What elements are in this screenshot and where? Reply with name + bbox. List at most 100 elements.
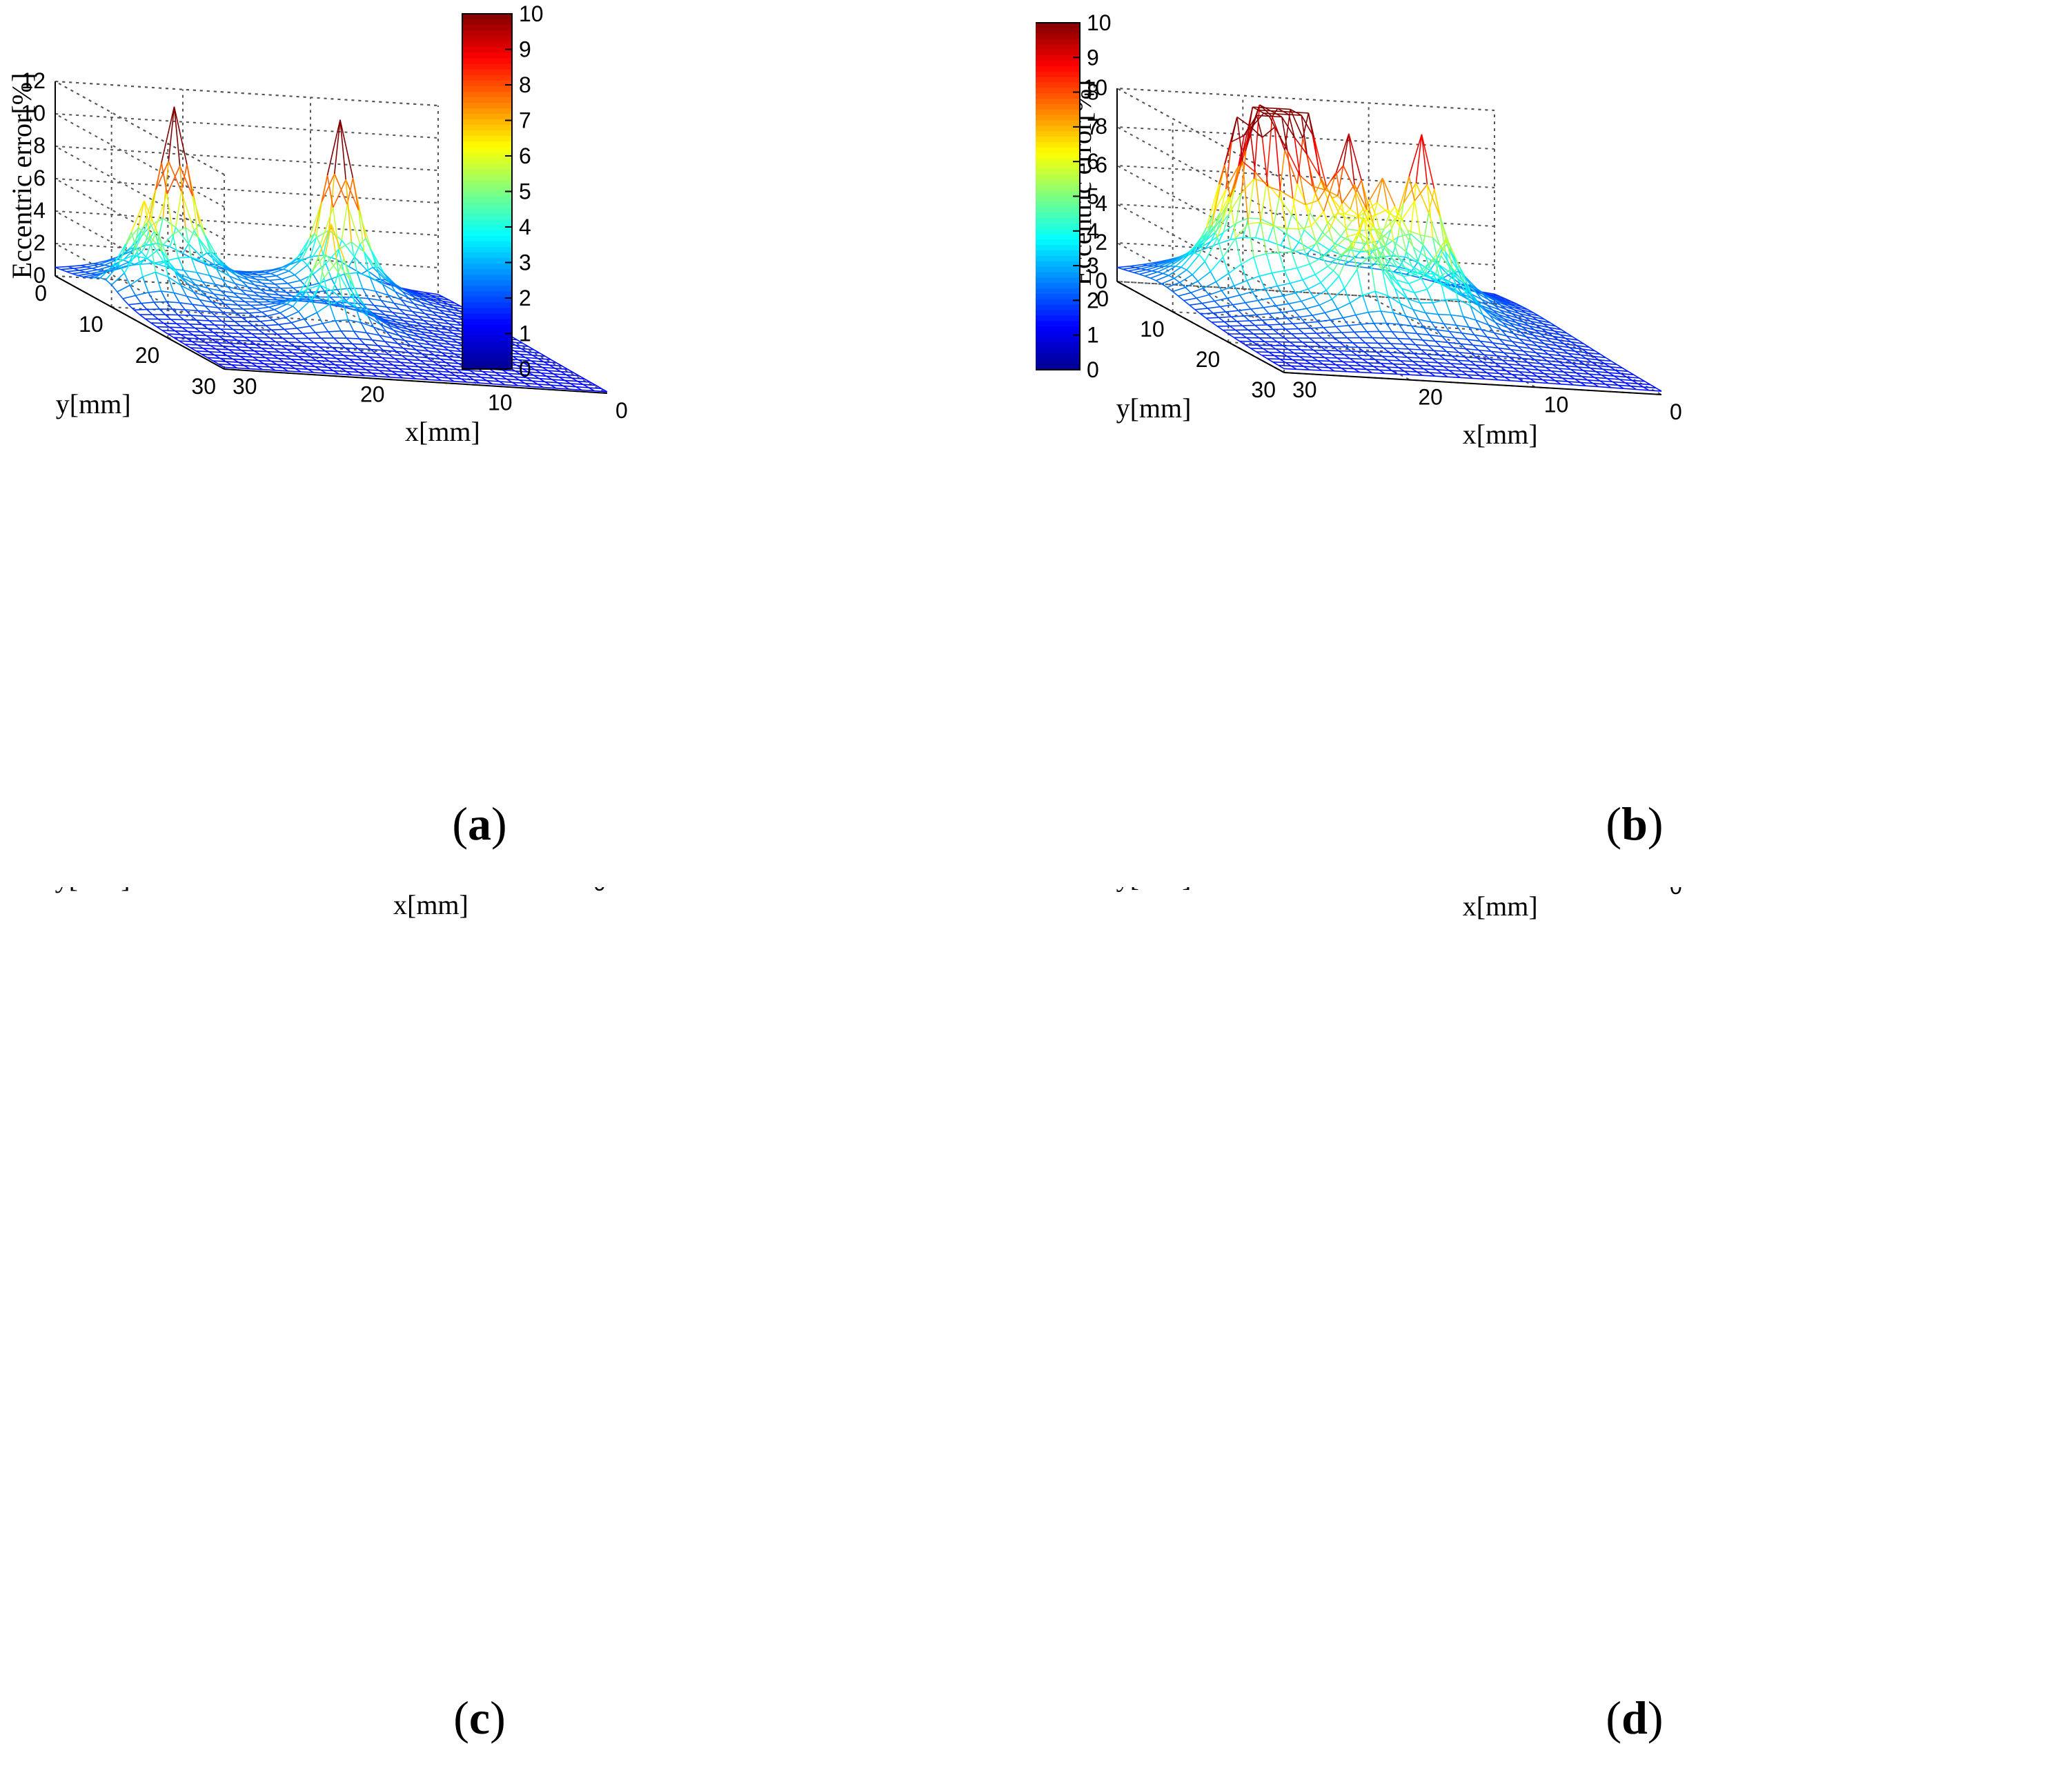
mesh-segment	[341, 239, 355, 258]
mesh-segment	[1262, 319, 1275, 321]
mesh-segment	[351, 241, 358, 273]
mesh-segment	[1434, 375, 1448, 378]
mesh-segment	[1504, 344, 1512, 350]
mesh-segment	[1527, 361, 1541, 364]
mesh-segment	[224, 304, 238, 306]
mesh-segment	[1514, 326, 1528, 332]
mesh-segment	[342, 299, 349, 321]
mesh-segment	[1397, 268, 1411, 273]
mesh-segment	[422, 346, 429, 352]
mesh-segment	[1595, 370, 1609, 373]
mesh-segment	[270, 301, 277, 304]
mesh-segment	[299, 280, 307, 287]
mesh-segment	[1286, 355, 1293, 361]
mesh-segment	[388, 295, 395, 304]
mesh-segment	[1439, 277, 1446, 300]
mesh-segment	[1430, 334, 1443, 337]
mesh-segment	[141, 301, 155, 304]
mesh-segment	[145, 318, 152, 324]
mesh-segment	[1562, 377, 1575, 380]
mesh-segment	[1249, 126, 1263, 138]
mesh-segment	[1243, 126, 1250, 136]
mesh-segment	[386, 306, 393, 313]
mesh-segment	[66, 270, 79, 272]
mesh-segment	[315, 301, 322, 304]
mesh-segment	[216, 268, 223, 280]
mesh-segment	[1480, 304, 1493, 311]
mesh-segment	[1283, 270, 1291, 284]
mesh-segment	[117, 291, 124, 299]
mesh-segment	[1523, 350, 1537, 354]
mesh-segment	[564, 379, 578, 382]
mesh-segment	[303, 359, 310, 364]
mesh-segment	[407, 328, 421, 333]
mesh-segment	[1354, 257, 1368, 259]
mesh-segment	[1306, 154, 1314, 187]
x-tick-label: 0	[1670, 399, 1682, 424]
mesh-segment	[1477, 357, 1483, 363]
mesh-segment	[1276, 113, 1290, 115]
mesh-segment	[1524, 317, 1531, 322]
mesh-segment	[241, 317, 248, 322]
mesh-segment	[1512, 341, 1526, 345]
mesh-segment	[398, 368, 412, 370]
mesh-segment	[1430, 365, 1437, 370]
mesh-segment	[1229, 325, 1236, 331]
mesh-segment	[1303, 366, 1316, 368]
surface-plot-c: 0246801020300102030y[mm]x[mm]Eccentric e…	[55, 887, 606, 920]
mesh-segment	[1344, 213, 1358, 218]
mesh-segment	[203, 348, 217, 350]
mesh-segment	[1290, 109, 1304, 139]
mesh-segment	[1265, 116, 1273, 184]
mesh-segment	[1261, 126, 1276, 138]
mesh-segment	[260, 288, 274, 292]
mesh-segment	[200, 290, 214, 295]
mesh-segment	[228, 317, 235, 322]
mesh-segment	[195, 350, 202, 355]
mesh-segment	[1570, 368, 1583, 371]
mesh-segment	[1175, 266, 1182, 268]
mesh-segment	[1345, 346, 1352, 352]
mesh-segment	[1139, 270, 1152, 275]
mesh-segment	[1520, 331, 1527, 337]
mesh-segment	[391, 370, 398, 375]
mesh-segment	[1487, 293, 1494, 297]
mesh-segment	[404, 313, 411, 319]
mesh-segment	[330, 224, 345, 259]
mesh-segment	[529, 366, 542, 368]
colorbar-band	[1036, 152, 1080, 159]
mesh-segment	[1510, 318, 1524, 323]
mesh-segment	[1499, 339, 1506, 346]
mesh-segment	[128, 302, 141, 306]
mesh-segment	[1385, 257, 1399, 269]
mesh-segment	[1526, 336, 1539, 340]
mesh-segment	[1263, 112, 1270, 117]
mesh-segment	[435, 327, 448, 330]
mesh-segment	[435, 301, 442, 306]
mesh-segment	[250, 362, 257, 367]
mesh-segment	[1243, 315, 1250, 321]
mesh-segment	[1580, 354, 1587, 359]
mesh-segment	[1383, 347, 1397, 349]
mesh-segment	[1142, 264, 1148, 266]
mesh-segment	[1593, 355, 1606, 359]
mesh-segment	[383, 319, 390, 323]
mesh-segment	[1172, 290, 1179, 297]
mesh-segment	[1313, 290, 1327, 298]
mesh-segment	[201, 324, 215, 326]
x-axis-line	[1283, 372, 1662, 395]
mesh-segment	[1358, 235, 1372, 250]
mesh-segment	[1291, 248, 1305, 252]
mesh-segment	[1470, 305, 1483, 316]
mesh-segment	[336, 357, 343, 363]
mesh-segment	[1506, 370, 1512, 375]
mesh-segment	[196, 272, 203, 282]
mesh-segment	[219, 357, 226, 362]
mesh-segment	[367, 363, 374, 368]
mesh-segment	[1577, 366, 1590, 369]
mesh-segment	[1436, 369, 1443, 374]
mesh-segment	[307, 244, 321, 266]
mesh-segment	[1254, 324, 1268, 326]
mesh-segment	[1440, 237, 1448, 257]
